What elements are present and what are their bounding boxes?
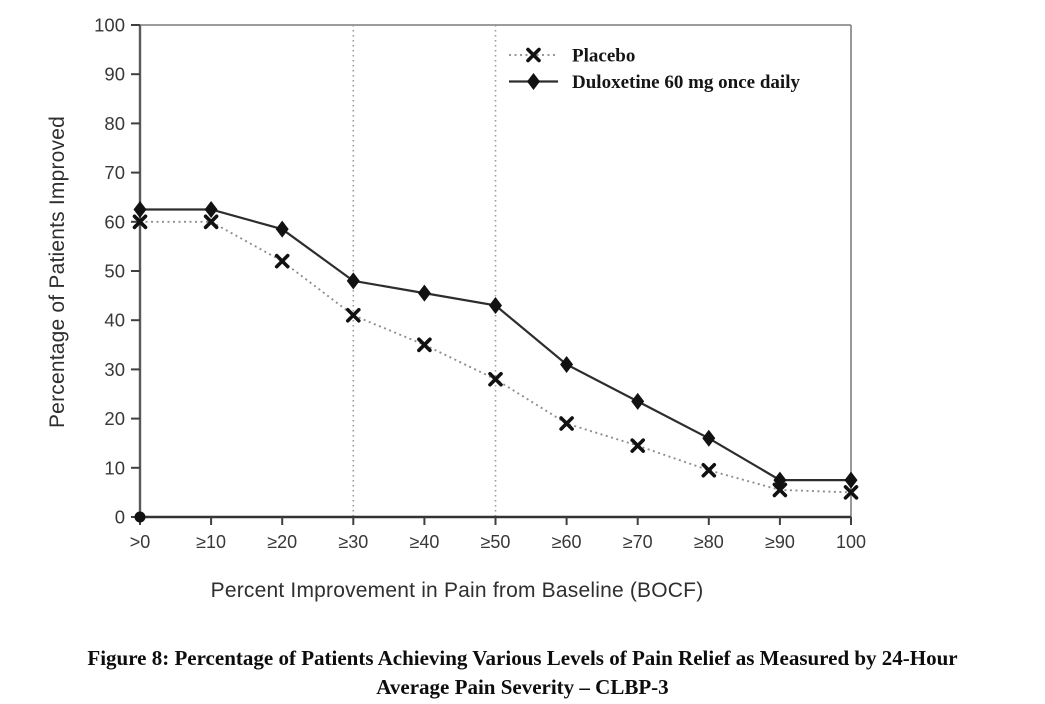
figure-caption: Figure 8: Percentage of Patients Achievi… xyxy=(0,644,1045,702)
x-marker-stroke xyxy=(203,214,219,230)
figure-caption-line1: Figure 8: Percentage of Patients Achievi… xyxy=(87,646,958,670)
y-tick-label: 40 xyxy=(104,310,125,331)
chart-svg: 0 10 20 30 40 50 60 70 80 90 100 >0 ≥10 ≥20 ≥30 ≥40 ≥50 ≥… xyxy=(94,15,866,553)
x-marker-stroke xyxy=(843,485,859,500)
y-tick-label: 50 xyxy=(104,261,125,282)
y-tick-label: 30 xyxy=(104,359,125,380)
y-tick-label: 20 xyxy=(104,408,125,429)
placebo-point-marker xyxy=(417,337,432,353)
placebo-point-marker xyxy=(559,416,574,431)
duloxetine-point-marker xyxy=(773,471,787,489)
placebo-point-marker xyxy=(488,371,503,387)
duloxetine-point-marker xyxy=(417,284,431,302)
y-axis-title: Percentage of Patients Improved xyxy=(46,115,69,429)
x-tick-label: ≥50 xyxy=(481,532,511,552)
y-tick-label: 80 xyxy=(104,113,125,134)
x-marker-stroke xyxy=(345,307,361,323)
placebo-point-marker xyxy=(630,438,646,453)
legend-x-marker-icon xyxy=(526,47,541,63)
y-tick-label: 10 xyxy=(104,457,125,478)
origin-point-marker xyxy=(134,511,146,523)
duloxetine-point-marker xyxy=(346,272,360,290)
x-tick-label: ≥60 xyxy=(552,532,582,552)
x-marker-stroke xyxy=(526,47,541,63)
placebo-point-marker xyxy=(701,462,717,478)
series-line-0 xyxy=(140,220,852,494)
duloxetine-point-marker xyxy=(631,392,645,410)
legend-label-1: Duloxetine 60 mg once daily xyxy=(572,72,800,93)
duloxetine-point-marker xyxy=(204,201,218,218)
x-marker-stroke xyxy=(274,253,290,269)
figure-caption-line2: Average Pain Severity – CLBP-3 xyxy=(376,675,669,699)
y-tick-label: 0 xyxy=(115,507,125,528)
placebo-point-marker xyxy=(132,214,148,230)
x-tick-label: ≥90 xyxy=(765,532,795,552)
placebo-point-marker xyxy=(203,214,219,230)
x-tick-label: ≥30 xyxy=(338,532,368,552)
x-tick-label: ≥70 xyxy=(623,532,653,552)
x-tick-label: ≥80 xyxy=(694,532,724,552)
duloxetine-point-marker xyxy=(489,296,502,314)
duloxetine-point-marker xyxy=(702,429,716,447)
duloxetine-point-marker xyxy=(275,220,289,238)
duloxetine-point-marker xyxy=(844,471,858,489)
x-tick-label: ≥20 xyxy=(267,532,297,552)
x-tick-label: ≥40 xyxy=(409,532,439,552)
placebo-point-marker xyxy=(843,485,859,500)
x-tick-label: >0 xyxy=(130,532,151,552)
y-tick-label: 100 xyxy=(94,15,125,36)
x-marker-stroke xyxy=(132,214,148,230)
legend-diamond-marker-icon xyxy=(527,73,540,90)
placebo-point-marker xyxy=(274,253,290,269)
y-tick-label: 70 xyxy=(104,162,125,183)
y-tick-label: 60 xyxy=(104,211,125,232)
legend-label-0: Placebo xyxy=(572,46,635,67)
x-marker-stroke xyxy=(772,482,788,498)
x-marker-stroke xyxy=(630,438,646,453)
x-tick-label: 100 xyxy=(836,532,866,552)
duloxetine-point-marker xyxy=(133,201,147,218)
placebo-point-marker xyxy=(345,307,361,323)
x-marker-stroke xyxy=(701,462,717,478)
y-tick-label: 90 xyxy=(104,64,125,85)
x-axis-title: Percent Improvement in Pain from Baselin… xyxy=(210,579,704,602)
x-marker-stroke xyxy=(417,337,432,353)
duloxetine-point-marker xyxy=(560,355,574,373)
x-tick-label: ≥10 xyxy=(196,532,226,552)
x-marker-stroke xyxy=(559,416,574,431)
placebo-point-marker xyxy=(772,482,788,498)
x-marker-stroke xyxy=(488,371,503,387)
